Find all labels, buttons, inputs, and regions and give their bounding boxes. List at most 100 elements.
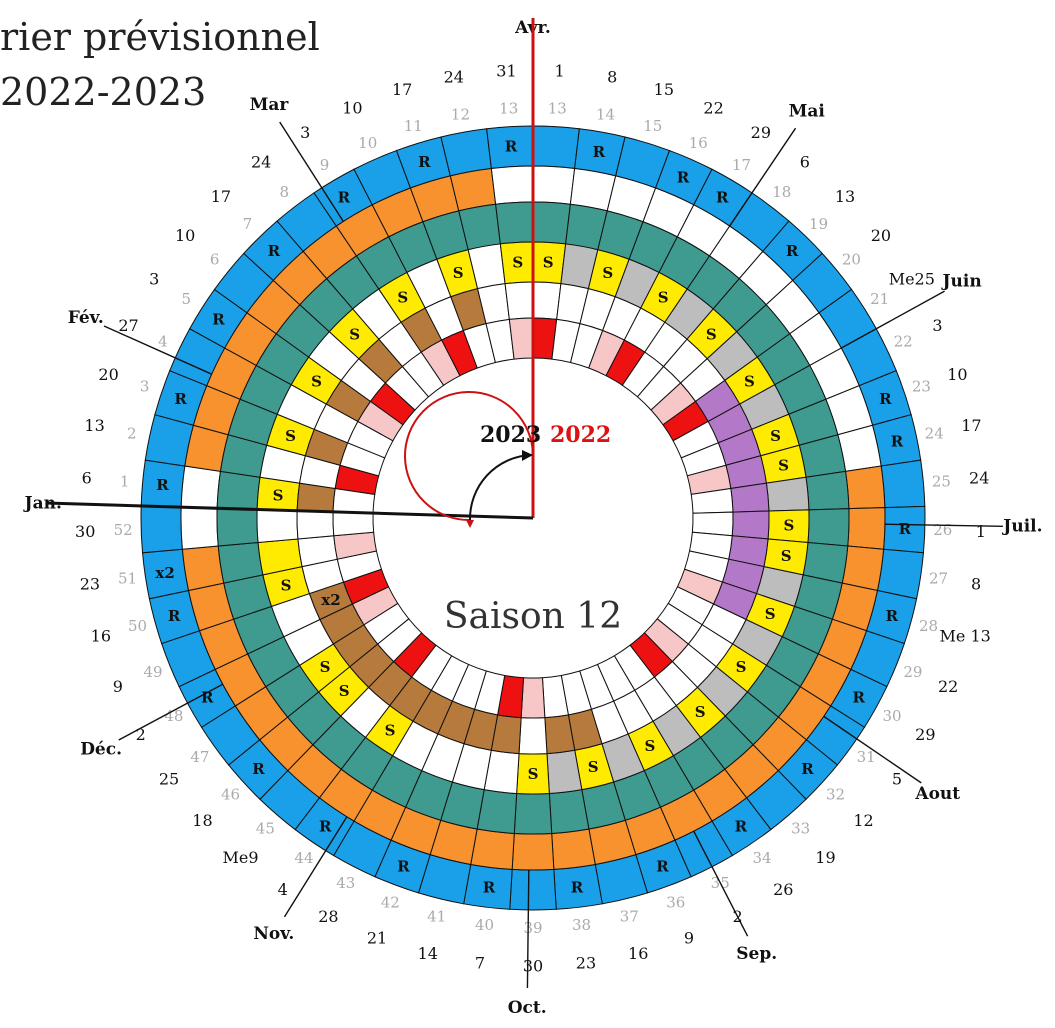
day-label: 8 bbox=[971, 575, 981, 594]
ring1-cell-letter: R bbox=[899, 520, 912, 538]
ring1-cell-letter: R bbox=[716, 189, 729, 207]
red-arrowhead bbox=[466, 520, 474, 528]
week-number: 2 bbox=[127, 425, 137, 443]
week-number: 29 bbox=[903, 663, 922, 681]
day-label: 7 bbox=[475, 953, 485, 972]
ring2-cell bbox=[844, 465, 886, 510]
ring1-cell bbox=[440, 128, 492, 177]
ring1-cell-letter: R bbox=[418, 153, 431, 171]
month-separator bbox=[884, 523, 1003, 528]
week-number: 40 bbox=[475, 916, 494, 934]
week-number: 45 bbox=[256, 820, 275, 838]
day-label: 10 bbox=[947, 365, 967, 384]
ring5-cell bbox=[730, 482, 770, 513]
ring2-cell bbox=[532, 165, 576, 205]
ring4-cell-letter: S bbox=[765, 605, 776, 623]
ring5-cell bbox=[504, 281, 534, 320]
ring1-cell-letter: R bbox=[212, 310, 225, 328]
day-label: 18 bbox=[192, 811, 212, 830]
ring1-cell bbox=[880, 459, 926, 509]
month-label: Déc. bbox=[80, 739, 122, 759]
ring1-cell-letter: R bbox=[593, 143, 606, 161]
week-number: 52 bbox=[114, 521, 133, 539]
day-label: 12 bbox=[853, 811, 873, 830]
ring4-cell-letter: S bbox=[453, 264, 464, 282]
ring4-cell-letter: S bbox=[744, 372, 755, 390]
ring3-cell bbox=[513, 792, 553, 835]
week-number: 15 bbox=[643, 117, 662, 135]
ring3-cell bbox=[216, 470, 261, 511]
day-label: 1 bbox=[554, 61, 564, 80]
ring1-cell-letter: x2 bbox=[155, 564, 174, 582]
week-number: 31 bbox=[857, 748, 876, 766]
ring4-cell-letter: S bbox=[397, 289, 408, 307]
week-number: 10 bbox=[358, 134, 377, 152]
day-label: Me9 bbox=[223, 848, 259, 867]
ring3-cell bbox=[532, 201, 571, 245]
day-label: 30 bbox=[523, 957, 543, 976]
week-number: 34 bbox=[752, 849, 771, 867]
day-label: 10 bbox=[342, 99, 362, 118]
month-separator bbox=[840, 290, 945, 349]
week-number: 5 bbox=[182, 290, 192, 308]
day-label: 22 bbox=[703, 99, 723, 118]
week-number: 39 bbox=[523, 919, 542, 937]
ring3-cell bbox=[807, 508, 850, 547]
ring6-cell bbox=[520, 677, 546, 719]
title-line1: rier prévisionnel bbox=[0, 15, 320, 59]
ring4-cell-letter: S bbox=[706, 325, 717, 343]
day-label: 29 bbox=[751, 123, 771, 142]
month-label: Juin bbox=[940, 271, 981, 291]
ring1-cell-letter: R bbox=[319, 818, 332, 836]
ring1-cell bbox=[509, 868, 557, 911]
day-label: 20 bbox=[98, 365, 118, 384]
ring4-cell-letter: S bbox=[770, 427, 781, 445]
ring1-cell-letter: R bbox=[174, 390, 187, 408]
ring2-cell bbox=[511, 832, 555, 871]
day-label: 13 bbox=[84, 416, 104, 435]
center-group: 2023 2022 Saison 12 bbox=[45, 18, 622, 637]
ring4-cell-letter: S bbox=[285, 427, 296, 445]
week-number: 17 bbox=[732, 156, 751, 174]
week-number: 26 bbox=[933, 521, 952, 539]
week-number: 13 bbox=[548, 100, 567, 118]
week-number: 48 bbox=[164, 707, 183, 725]
day-label: 1 bbox=[976, 522, 986, 541]
ring4-cell-letter: S bbox=[311, 372, 322, 390]
week-number: 23 bbox=[912, 378, 931, 396]
week-number: 46 bbox=[221, 786, 240, 804]
week-number: 3 bbox=[140, 378, 150, 396]
ring4-cell-letter: S bbox=[783, 517, 794, 535]
week-number: 14 bbox=[596, 105, 615, 123]
day-label: 23 bbox=[80, 575, 100, 594]
ring5-cell bbox=[518, 717, 548, 755]
day-label: Me25 bbox=[889, 269, 935, 288]
day-label: 6 bbox=[800, 152, 810, 171]
ring1-cell-letter: R bbox=[397, 858, 410, 876]
week-number: 9 bbox=[320, 156, 330, 174]
month-label: Aout bbox=[914, 784, 960, 804]
ring1-cell-letter: R bbox=[201, 689, 214, 707]
month-separator bbox=[526, 869, 530, 988]
day-label: 17 bbox=[392, 80, 412, 99]
ring4-cell-letter: S bbox=[695, 703, 706, 721]
week-number: 11 bbox=[404, 117, 423, 135]
week-number: 38 bbox=[572, 916, 591, 934]
ring1-cell-letter: R bbox=[268, 242, 281, 260]
month-separator bbox=[118, 683, 224, 741]
ring6-cell bbox=[332, 511, 375, 537]
week-number: 49 bbox=[144, 663, 163, 681]
day-label: 19 bbox=[815, 848, 835, 867]
day-label: 3 bbox=[932, 316, 942, 335]
week-number: 27 bbox=[929, 570, 948, 588]
ring4-cell-letter: S bbox=[736, 658, 747, 676]
ring1-cell-letter: R bbox=[505, 138, 518, 156]
day-label: 17 bbox=[961, 416, 981, 435]
ring5-cell bbox=[296, 510, 335, 540]
ring2-cell bbox=[180, 507, 219, 550]
week-number: 7 bbox=[243, 215, 253, 233]
month-label: Fév. bbox=[68, 308, 104, 328]
week-number: 12 bbox=[451, 105, 470, 123]
week-number: 22 bbox=[894, 333, 913, 351]
ring2-cell bbox=[180, 465, 222, 510]
